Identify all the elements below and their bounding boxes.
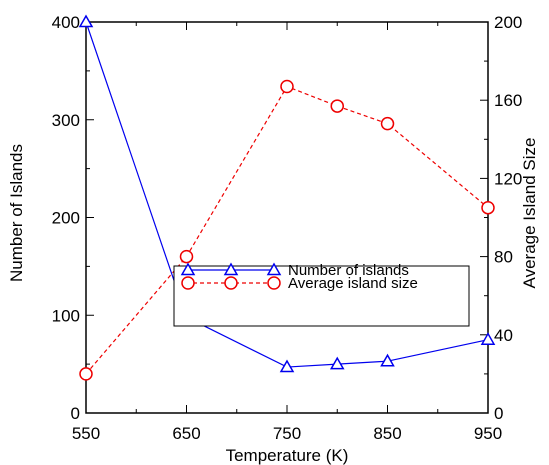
y2-axis-title: Average Island Size [520,138,539,289]
legend-box [173,265,470,327]
data-point-circle [380,116,395,131]
legend-marker-circle [181,276,195,290]
data-point-triangle [78,14,94,28]
data-point-circle [179,249,194,264]
data-point-triangle [380,353,395,367]
y-tick-label: 300 [52,111,80,130]
legend-marker-triangle [266,262,282,276]
y2-tick-label: 80 [494,248,513,267]
data-point-circle [330,99,344,113]
legend: Number of islands Average island size [173,262,470,327]
legend-marker-circle [267,276,281,290]
legend-label-average-island-size: Average island size [288,275,418,292]
y-tick-label: 400 [52,13,80,32]
x-tick-label: 750 [273,424,301,443]
y-tick-label: 0 [71,404,80,423]
x-tick-label: 850 [373,424,401,443]
x-tick-label: 650 [172,424,200,443]
y-axis-title: Number of Islands [7,144,26,282]
y-tick-label: 200 [52,209,80,228]
legend-marker-triangle [180,262,196,276]
tick-labels: 550 650 750 850 9500100200300400040801201602… [52,13,523,443]
axis-ticks [85,21,489,414]
series-line-1 [85,85,489,375]
data-point-triangle [329,356,345,370]
x-axis-title: Temperature (K) [226,446,349,465]
y2-tick-label: 200 [494,13,522,32]
data-point-circle [280,79,294,94]
y-tick-label: 100 [52,306,80,325]
data-point-circle [481,200,495,215]
x-tick-label: 950 [474,424,502,443]
y2-tick-label: 0 [494,404,503,423]
data-point-triangle [279,359,295,373]
y2-tick-label: 120 [494,169,522,188]
data-point-circle [79,367,93,381]
series-lines [85,21,489,375]
series-line-0 [85,21,489,368]
data-point-triangle [480,332,496,345]
x-tick-label: 550 [72,424,100,443]
legend-label-number-of-islands: Number of islands [288,262,409,279]
legend-marker-triangle [223,262,239,276]
legend-sample-average-island-size [181,276,281,290]
legend-marker-circle [224,276,238,290]
y2-tick-label: 40 [494,326,513,345]
legend-sample-number-of-islands [180,262,282,276]
y2-tick-label: 160 [494,91,522,110]
